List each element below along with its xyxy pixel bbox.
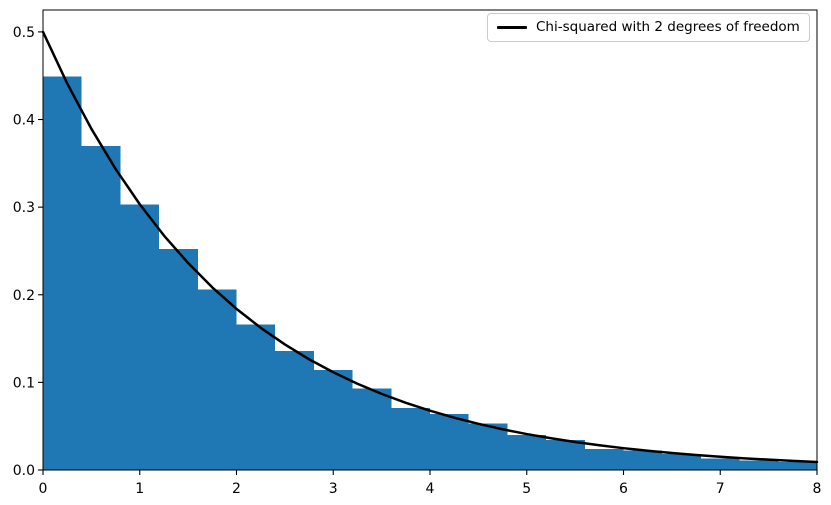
- histogram-bar: [546, 440, 585, 470]
- histogram-bar: [507, 434, 547, 470]
- histogram-bar: [584, 448, 624, 470]
- histogram-bar: [662, 454, 701, 470]
- y-tick-label: 0.4: [13, 113, 35, 129]
- histogram-bar: [120, 204, 160, 470]
- histogram-bar: [275, 350, 314, 470]
- x-tick-label: 5: [522, 481, 531, 497]
- x-tick-label: 6: [619, 481, 628, 497]
- y-tick-label: 0.1: [13, 375, 35, 391]
- y-tick-label: 0.0: [13, 463, 35, 479]
- y-tick-label: 0.5: [13, 25, 35, 41]
- x-tick-label: 3: [329, 481, 338, 497]
- histogram-bar: [739, 460, 779, 470]
- x-tick-label: 1: [135, 481, 144, 497]
- pdf-curve: [41, 30, 819, 464]
- histogram-bar: [700, 458, 740, 470]
- histogram-bar: [43, 76, 82, 470]
- histogram-bar: [623, 450, 663, 470]
- histogram-bar: [236, 324, 276, 470]
- histogram-bar: [391, 407, 430, 470]
- histogram-bar: [430, 413, 469, 470]
- x-tick-label: 0: [39, 481, 48, 497]
- histogram-bar: [159, 249, 198, 470]
- x-tick-label: 2: [232, 481, 241, 497]
- x-tick-label: 4: [426, 481, 435, 497]
- histogram-bar: [81, 145, 121, 470]
- y-tick-label: 0.3: [13, 200, 35, 216]
- legend: Chi-squared with 2 degrees of freedom: [487, 13, 810, 42]
- histogram-bar: [313, 370, 353, 470]
- histogram-bar: [197, 289, 237, 470]
- histogram-bar: [352, 388, 392, 470]
- y-tick-label: 0.2: [13, 288, 35, 304]
- legend-line-icon: [497, 26, 527, 29]
- histogram-bar: [778, 462, 817, 470]
- x-tick-label: 8: [813, 481, 822, 497]
- histogram-bar: [468, 423, 508, 470]
- x-tick-label: 7: [716, 481, 725, 497]
- legend-label: Chi-squared with 2 degrees of freedom: [536, 18, 800, 35]
